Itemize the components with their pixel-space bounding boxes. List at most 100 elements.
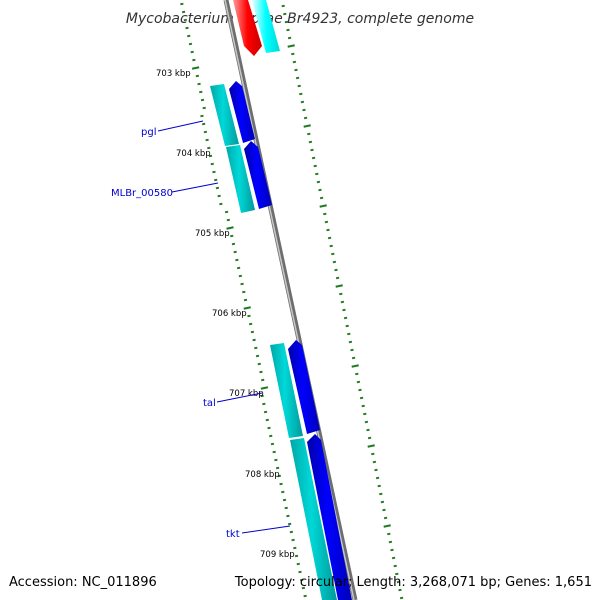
tick-mark [347,332,351,336]
cds-tkt [307,434,352,600]
kbp-label: 707 kbp [229,389,264,399]
tick-mark [286,514,290,518]
tick-mark [181,10,186,14]
tick-mark [190,50,194,54]
tick-mark [359,396,364,400]
tick-mark [257,362,261,366]
tick-mark [318,188,322,192]
tick-mark [275,466,280,470]
kbp-label: 703 kbp [156,69,191,79]
tick-mark [390,548,394,552]
tick-mark [364,420,369,424]
tick-mark [313,164,317,168]
tick-mark [236,266,241,270]
tick-mark [213,178,218,182]
tick-mark [283,12,287,16]
tick-mark [358,388,362,392]
tick-mark [301,586,306,590]
tick-mark [287,36,292,40]
gene-reverse [252,0,280,53]
tick-mark [303,124,311,128]
tick-mark [335,276,340,280]
gene-tkt [290,438,337,600]
tick-mark [303,594,307,598]
kbp-label: 706 kbp [212,309,247,319]
genome-stats-text: Topology: circular; Length: 3,268,071 bp… [234,575,592,590]
tick-mark [199,90,203,94]
tick-mark [387,532,391,536]
tick-mark [374,468,378,472]
tick-mark [348,340,353,344]
tick-mark [291,538,295,542]
leader-line-pgl [157,120,204,132]
tick-mark [212,170,216,174]
tick-mark [351,356,356,360]
tick-mark [217,194,221,198]
tick-mark [329,244,333,248]
tick-mark [335,284,343,288]
tick-mark [308,140,313,144]
kbp-label: 709 kbp [260,550,295,560]
tick-mark [299,578,304,582]
tick-mark [316,180,321,184]
tick-mark [187,34,191,38]
kbp-label: 705 kbp [195,229,230,239]
tick-mark [263,410,268,414]
tick-mark [219,202,223,206]
tick-mark [363,412,367,416]
tick-mark [382,508,386,512]
tick-mark [296,562,300,566]
tick-mark [331,252,335,256]
tick-mark [319,196,324,200]
tick-mark [259,370,263,374]
tick-mark [383,524,391,528]
tick-mark [393,564,397,568]
tick-mark [295,76,300,80]
map-title: Mycobacterium leprae Br4923, complete ge… [126,11,474,27]
tick-mark [192,58,196,62]
tick-mark [345,324,349,328]
tick-mark [307,132,311,136]
tick-mark [282,498,287,502]
cds-tal [288,340,320,434]
tick-mark [281,490,285,494]
gene-tal [270,343,303,438]
tick-mark [267,426,271,430]
tick-mark [399,596,404,600]
tick-mark [395,572,399,576]
tick-mark [356,380,361,384]
tick-mark [366,428,370,432]
tick-mark [286,28,290,32]
kbp-label: 704 kbp [176,149,211,159]
tick-mark [260,378,265,382]
tick-mark [291,52,295,56]
tick-mark [326,228,330,232]
tick-mark [180,2,184,6]
tick-mark [379,492,383,496]
tick-mark [195,74,200,78]
tick-mark [299,92,303,96]
tick-mark [297,84,301,88]
tick-mark [200,98,205,102]
tick-mark [243,298,248,302]
tick-mark [361,404,365,408]
tick-mark [185,26,189,30]
tick-mark [262,402,266,406]
tick-mark [210,162,214,166]
tick-mark [272,450,276,454]
tick-mark [269,434,273,438]
leader-line-tal [216,392,263,403]
tick-mark [247,314,251,318]
tick-mark [191,66,200,70]
tick-mark [277,474,282,478]
tick-mark [226,218,231,222]
tick-mark [287,522,292,526]
tick-mark [203,130,208,134]
tick-mark [231,242,236,246]
cds-pgl [229,81,255,143]
tick-mark [281,4,285,8]
tick-mark [355,372,359,376]
tick-mark [396,580,401,584]
tick-mark [327,236,332,240]
tick-mark [207,146,211,150]
